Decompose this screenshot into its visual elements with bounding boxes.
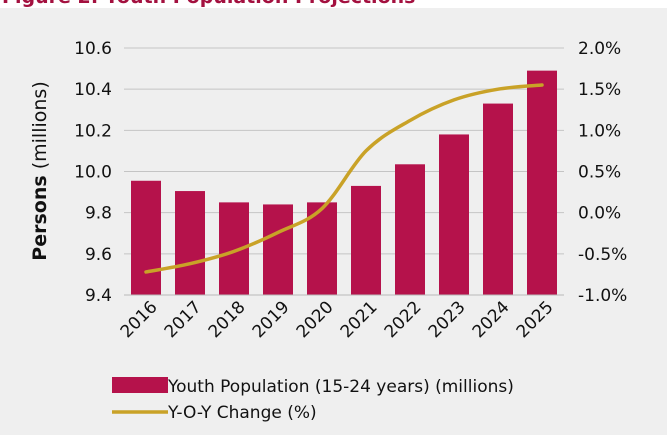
y-tick-label: 9.6 bbox=[85, 245, 112, 265]
yoy-change-line bbox=[144, 83, 544, 274]
x-tick-label: 2020 bbox=[293, 297, 338, 342]
y-tick-label: 9.8 bbox=[85, 204, 112, 224]
bar bbox=[263, 204, 293, 295]
y-axis-title: Persons (millions) bbox=[29, 81, 51, 260]
legend-label-bar: Youth Population (15-24 years) (millions… bbox=[167, 377, 514, 397]
x-tick-label: 2017 bbox=[161, 297, 206, 342]
bar bbox=[483, 103, 513, 295]
figure-title-text: Figure 2: Youth Population Projections bbox=[2, 0, 415, 8]
bar bbox=[395, 164, 425, 295]
x-tick-label: 2016 bbox=[117, 297, 162, 342]
combo-chart: 10.6 10.4 10.2 10.0 9.8 9.6 9.4 2.0% 1.5% 1.0% 0.5… bbox=[29, 39, 627, 423]
y-tick-label: 9.4 bbox=[85, 286, 112, 306]
y2-tick-label: 1.0% bbox=[578, 121, 621, 141]
bar bbox=[175, 191, 205, 295]
y2-tick-label: 0.0% bbox=[578, 204, 621, 224]
bar bbox=[351, 185, 381, 295]
figure-title: Figure 2: Youth Population Projections bbox=[0, 0, 667, 8]
legend-swatch-bar bbox=[112, 377, 168, 393]
y-tick-label: 10.2 bbox=[74, 121, 112, 141]
chart-panel: 10.6 10.4 10.2 10.0 9.8 9.6 9.4 2.0% 1.5% 1.0% 0.5… bbox=[0, 8, 667, 435]
y-axis-title-rest: (millions) bbox=[29, 81, 51, 175]
bar bbox=[527, 70, 557, 295]
x-tick-label: 2021 bbox=[337, 297, 382, 342]
legend-label-line: Y-O-Y Change (%) bbox=[167, 403, 317, 423]
y-axis-title-bold: Persons bbox=[29, 175, 51, 260]
y-tick-label: 10.6 bbox=[74, 39, 112, 59]
y2-tick-label: 1.5% bbox=[578, 80, 621, 100]
bar bbox=[439, 134, 469, 295]
bar bbox=[131, 180, 161, 295]
x-tick-label: 2018 bbox=[205, 297, 250, 342]
x-tick-label: 2022 bbox=[381, 297, 426, 342]
y-tick-label: 10.0 bbox=[74, 163, 112, 183]
y2-tick-label: -1.0% bbox=[578, 286, 627, 306]
x-tick-label: 2023 bbox=[425, 297, 470, 342]
y2-tick-label: 0.5% bbox=[578, 163, 621, 183]
x-tick-label: 2025 bbox=[513, 297, 558, 342]
x-tick-label: 2024 bbox=[469, 297, 514, 342]
y2-tick-label: -0.5% bbox=[578, 245, 627, 265]
x-tick-label: 2019 bbox=[249, 297, 294, 342]
y-tick-label: 10.4 bbox=[74, 80, 112, 100]
y2-tick-label: 2.0% bbox=[578, 39, 621, 59]
